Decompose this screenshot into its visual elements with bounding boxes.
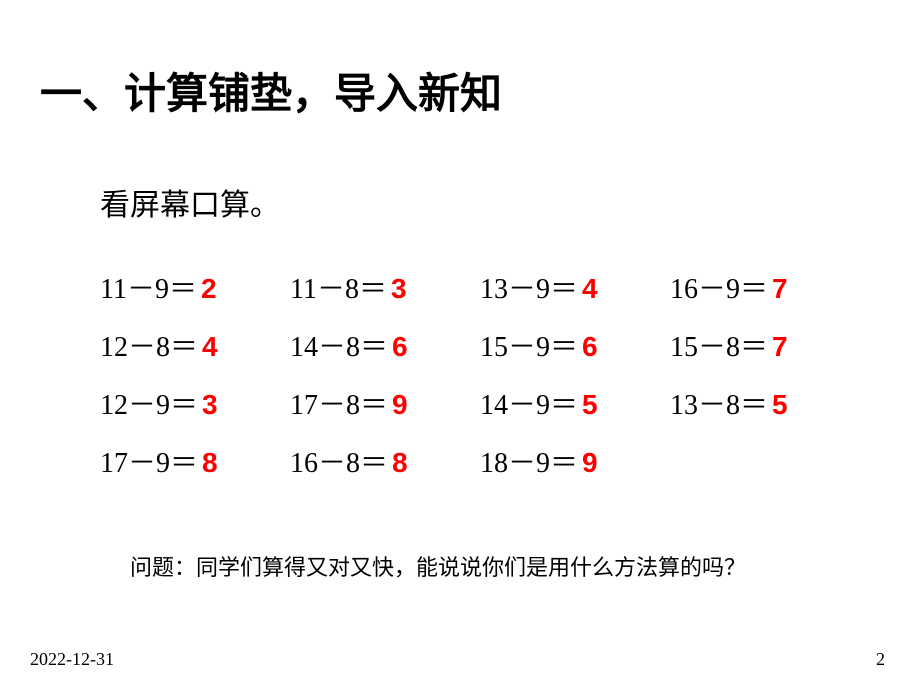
grid-row: 17－9＝8 16－8＝8 18－9＝9 [100,432,860,490]
answer: 5 [772,389,788,420]
expression: 13－8＝ [670,390,768,421]
grid-cell: 17－9＝8 [100,441,290,481]
answer: 5 [582,389,598,420]
expression: 11－9＝ [100,274,197,305]
answer: 6 [392,331,408,362]
grid-cell: 14－9＝5 [480,383,670,423]
expression: 17－9＝ [100,448,198,479]
problem-grid: 11－9＝2 11－8＝3 13－9＝4 16－9＝7 12－8＝4 14－8＝… [100,258,860,490]
answer: 7 [772,331,788,362]
grid-cell: 16－9＝7 [670,267,860,307]
grid-cell: 16－8＝8 [290,441,480,481]
answer: 8 [202,447,218,478]
answer: 2 [201,273,217,304]
grid-row: 12－8＝4 14－8＝6 15－9＝6 15－8＝7 [100,316,860,374]
expression: 16－9＝ [670,274,768,305]
answer: 6 [582,331,598,362]
slide-subtitle: 看屏幕口算。 [100,180,280,224]
footer-date: 2022-12-31 [30,649,114,670]
grid-row: 11－9＝2 11－8＝3 13－9＝4 16－9＝7 [100,258,860,316]
grid-cell: 13－8＝5 [670,383,860,423]
expression: 11－8＝ [290,274,387,305]
answer: 4 [582,273,598,304]
answer: 3 [202,389,218,420]
grid-cell: 13－9＝4 [480,267,670,307]
expression: 17－8＝ [290,390,388,421]
grid-cell: 12－8＝4 [100,325,290,365]
grid-cell: 11－8＝3 [290,267,480,307]
answer: 8 [392,447,408,478]
expression: 12－9＝ [100,390,198,421]
expression: 18－9＝ [480,448,578,479]
expression: 15－9＝ [480,332,578,363]
answer: 9 [582,447,598,478]
grid-cell: 14－8＝6 [290,325,480,365]
question-text: 问题：同学们算得又对又快，能说说你们是用什么方法算的吗？ [130,550,746,582]
grid-cell: 12－9＝3 [100,383,290,423]
grid-row: 12－9＝3 17－8＝9 14－9＝5 13－8＝5 [100,374,860,432]
answer: 7 [772,273,788,304]
expression: 12－8＝ [100,332,198,363]
expression: 14－8＝ [290,332,388,363]
expression: 16－8＝ [290,448,388,479]
grid-cell: 15－9＝6 [480,325,670,365]
slide: 一、计算铺垫，导入新知 看屏幕口算。 11－9＝2 11－8＝3 13－9＝4 … [0,0,920,690]
answer: 9 [392,389,408,420]
slide-title: 一、计算铺垫，导入新知 [40,60,502,121]
answer: 4 [202,331,218,362]
grid-cell: 15－8＝7 [670,325,860,365]
grid-cell: 18－9＝9 [480,441,670,481]
expression: 15－8＝ [670,332,768,363]
answer: 3 [391,273,407,304]
footer-page-number: 2 [876,649,885,670]
grid-cell: 17－8＝9 [290,383,480,423]
expression: 14－9＝ [480,390,578,421]
expression: 13－9＝ [480,274,578,305]
grid-cell: 11－9＝2 [100,267,290,307]
